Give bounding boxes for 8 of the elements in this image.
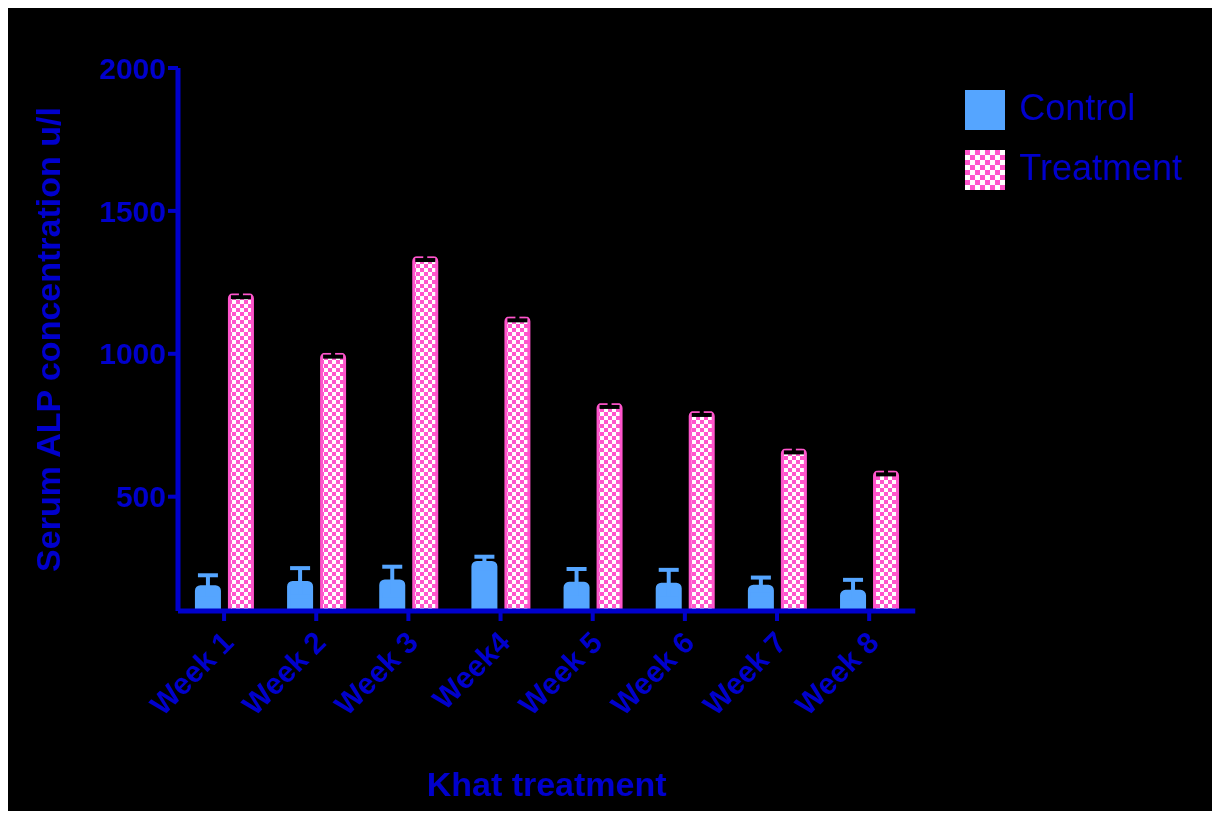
y-tick-label: 500 — [115, 480, 166, 514]
y-tick-label: 1500 — [99, 194, 166, 228]
y-tick-label: 2000 — [99, 51, 166, 85]
legend-label: Control — [1019, 87, 1136, 128]
y-tick-label: 1000 — [99, 337, 166, 371]
y-axis-title: Serum ALP concentration u/l — [29, 107, 68, 572]
legend-label: Treatment — [1019, 147, 1182, 188]
x-axis-title: Khat treatment — [426, 765, 667, 803]
